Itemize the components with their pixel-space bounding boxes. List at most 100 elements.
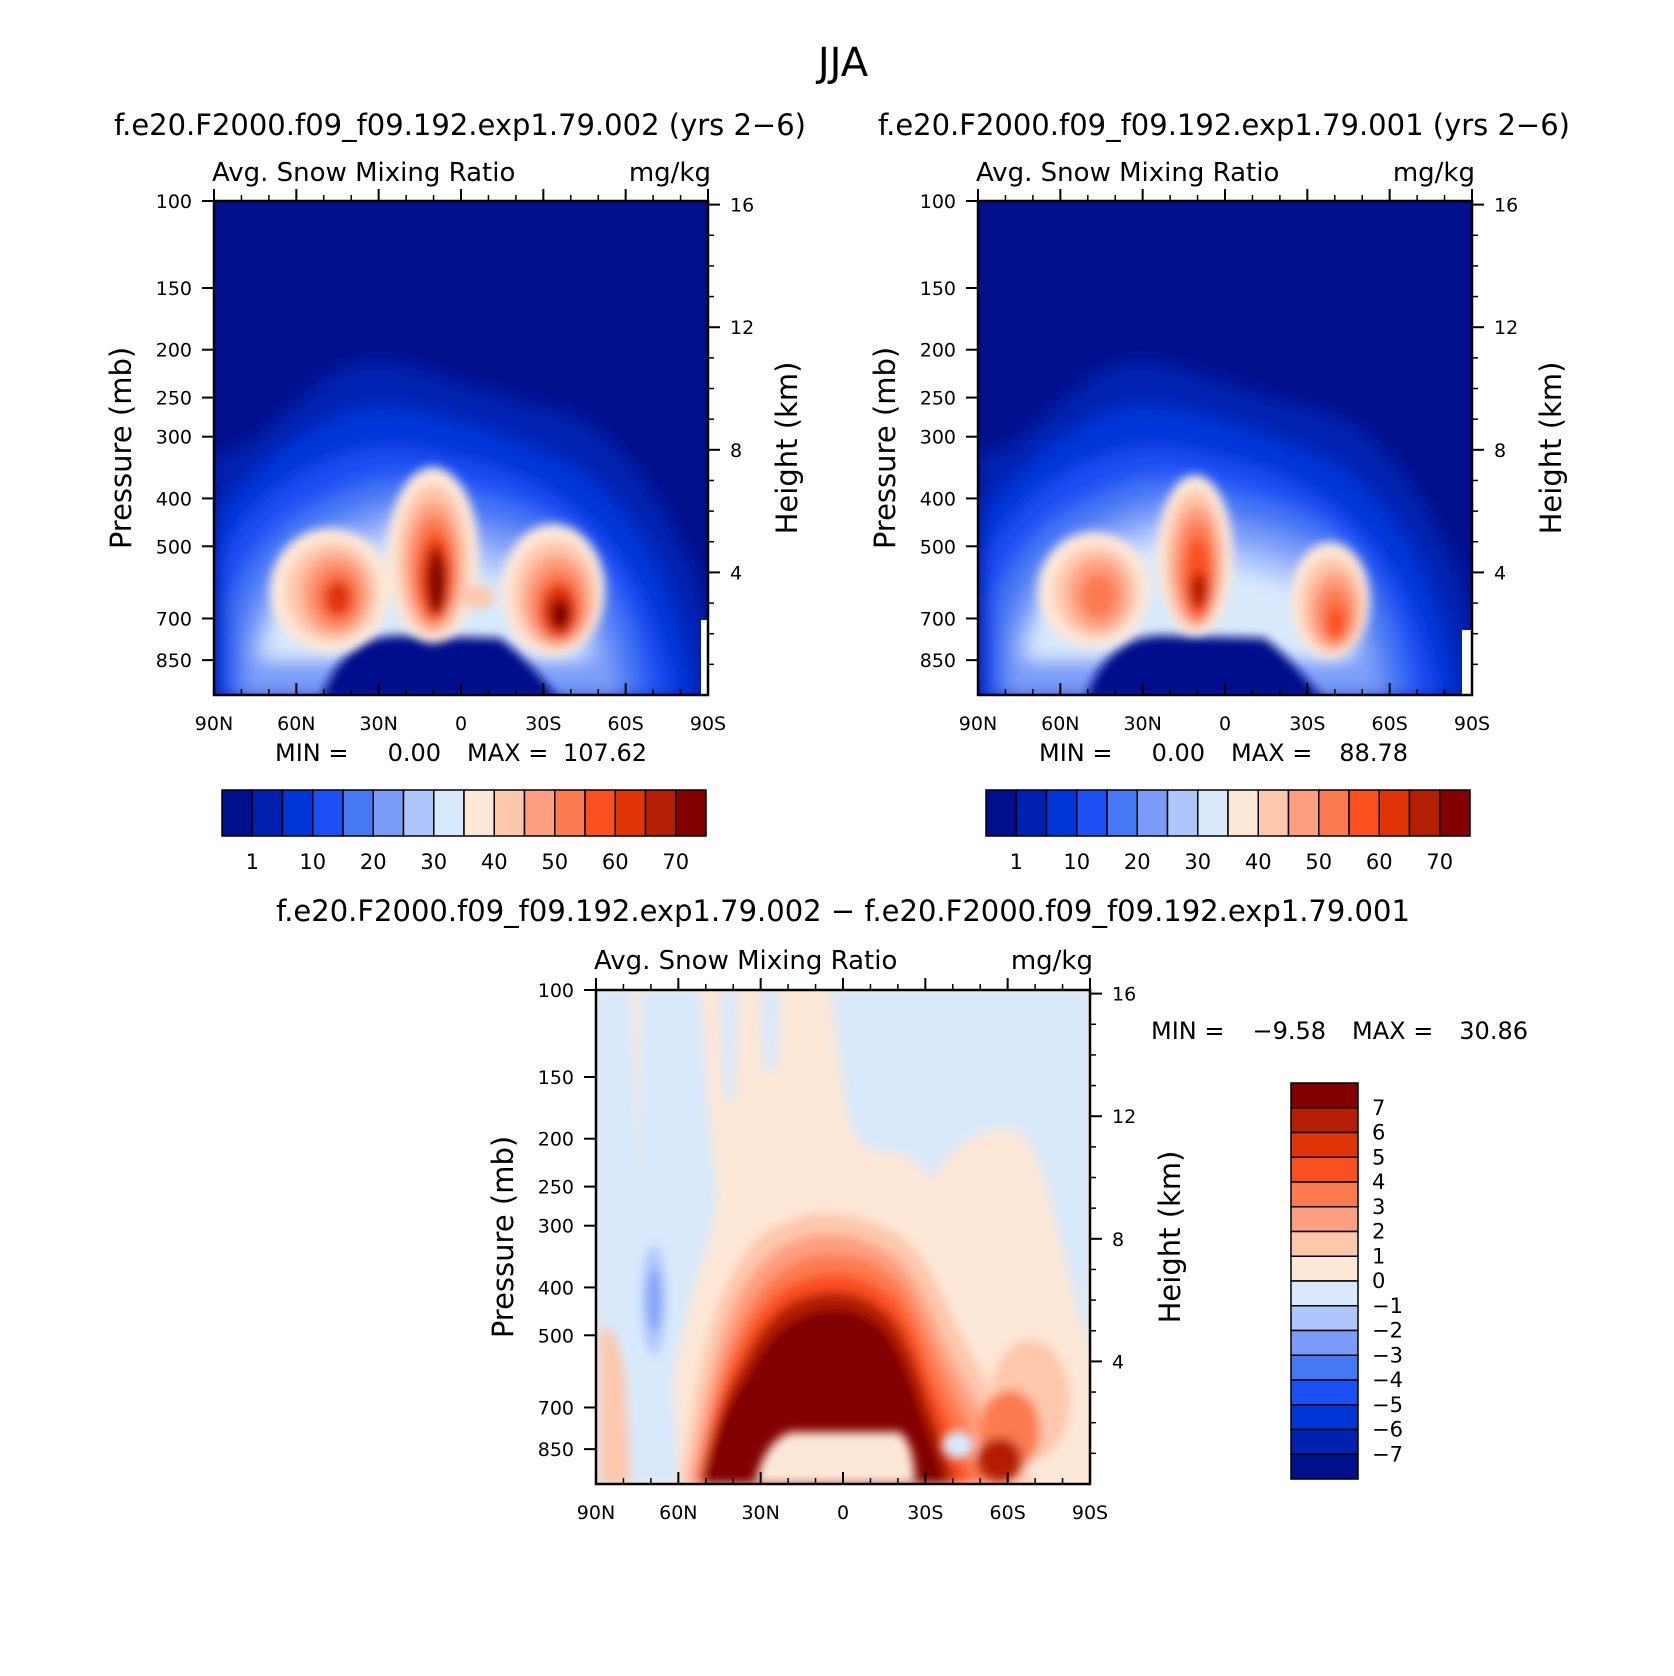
y-tick-label: 250 — [538, 1177, 574, 1199]
y-tick-label: 300 — [156, 427, 192, 449]
contour-level — [1081, 574, 1117, 618]
x-tick-label: 30N — [741, 1502, 779, 1524]
colorbar: 1 10 20 30 40 50 60 70 — [221, 789, 707, 874]
y2-tick-label: 4 — [1112, 1351, 1124, 1373]
colorbar-label: 6 — [1372, 1121, 1385, 1145]
x-tick-label: 30S — [907, 1502, 943, 1524]
contour-level — [550, 598, 570, 630]
low-level-dry-zone — [1087, 635, 1320, 695]
colorbar-swatch — [493, 789, 526, 837]
y-axis-label: Pressure (mb) — [104, 347, 138, 549]
y-tick-label: 300 — [538, 1216, 574, 1238]
x-tick-label: 30S — [525, 713, 561, 735]
min-label: MIN = — [275, 739, 348, 767]
x-tick-label: 60S — [608, 713, 644, 735]
y-tick-label: 100 — [156, 191, 192, 213]
figure-title: JJA — [815, 40, 869, 86]
colorbar-swatch — [1290, 1280, 1359, 1307]
x-tick-label: 30N — [359, 713, 397, 735]
colorbar-label: 70 — [1426, 850, 1453, 874]
y-tick-label: 250 — [920, 388, 956, 410]
colorbar-swatch — [433, 789, 465, 837]
y-tick-label: 850 — [156, 650, 192, 672]
colorbar-swatch — [1290, 1255, 1359, 1282]
contour-level — [830, 990, 1090, 1350]
y-tick-label: 400 — [538, 1277, 574, 1299]
y-tick-label: 700 — [538, 1397, 574, 1419]
colorbar-swatch — [985, 789, 1017, 837]
colorbar-label: −7 — [1372, 1442, 1403, 1466]
colorbar-label: −6 — [1372, 1418, 1403, 1442]
colorbar-swatch — [554, 789, 586, 837]
y-tick-label: 400 — [920, 488, 956, 510]
min-value: −9.58 — [1252, 1017, 1326, 1045]
colorbar-swatch — [1227, 789, 1259, 837]
colorbar-swatch — [1106, 789, 1138, 837]
y-tick-label: 850 — [538, 1439, 574, 1461]
contour-level — [1327, 606, 1345, 638]
contour-level — [720, 990, 738, 1100]
colorbar-swatch — [312, 789, 344, 837]
low-level-dry-zone — [323, 635, 556, 695]
colorbar-swatch — [1290, 1404, 1359, 1431]
colorbar-swatch — [402, 789, 435, 837]
x-tick-label: 0 — [837, 1502, 849, 1524]
y2-axis-label: Height (km) — [1153, 1151, 1187, 1324]
colorbar-label: −2 — [1372, 1319, 1403, 1343]
colorbar-swatch — [1166, 789, 1199, 837]
max-value: 88.78 — [1339, 739, 1408, 767]
contour-level — [1190, 572, 1208, 608]
y2-tick-label: 4 — [1494, 562, 1506, 584]
colorbar-swatch — [1076, 789, 1108, 837]
y-tick-label: 850 — [920, 650, 956, 672]
colorbar-label: 50 — [1305, 850, 1332, 874]
units-label: mg/kg — [1393, 158, 1475, 188]
y-tick-label: 150 — [920, 278, 956, 300]
colorbar-label: 60 — [1366, 850, 1393, 874]
y2-tick-label: 8 — [1494, 440, 1506, 462]
colorbar-swatch — [463, 789, 495, 837]
colorbar-swatch — [1348, 789, 1380, 837]
x-tick-label: 90N — [577, 1502, 615, 1524]
colorbar-swatch — [281, 789, 314, 837]
contour-field — [596, 990, 1090, 1484]
case-title: f.e20.F2000.f09_f09.192.exp1.79.001 (yrs… — [878, 108, 1570, 142]
contour-level — [755, 1432, 915, 1484]
y-tick-label: 500 — [156, 536, 192, 558]
contour-field — [978, 201, 1472, 695]
variable-label: Avg. Snow Mixing Ratio — [594, 946, 897, 976]
colorbar-label: 0 — [1372, 1269, 1385, 1293]
colorbar-swatch — [1290, 1156, 1359, 1183]
x-tick-label: 0 — [1219, 713, 1231, 735]
y2-tick-label: 12 — [1112, 1106, 1136, 1128]
y-tick-label: 700 — [920, 608, 956, 630]
colorbar: 1 10 20 30 40 50 60 70 — [985, 789, 1471, 874]
colorbar-label: 60 — [602, 850, 629, 874]
y2-axis-label: Height (km) — [1534, 362, 1568, 535]
y-tick-label: 150 — [156, 278, 192, 300]
y2-tick-label: 12 — [1494, 317, 1518, 339]
colorbar-label: 10 — [299, 850, 326, 874]
colorbar-label: −1 — [1372, 1294, 1403, 1318]
x-tick-label: 90S — [1454, 713, 1490, 735]
units-label: mg/kg — [1011, 946, 1093, 976]
colorbar-label: 1 — [1372, 1244, 1385, 1268]
colorbar-swatch — [644, 789, 677, 837]
x-tick-label: 0 — [455, 713, 467, 735]
units-label: mg/kg — [629, 158, 711, 188]
y2-tick-label: 16 — [730, 195, 754, 217]
y2-axis-label: Height (km) — [770, 362, 804, 535]
contour-level — [978, 1438, 1022, 1482]
colorbar-swatch — [1290, 1354, 1359, 1381]
y-tick-label: 500 — [920, 536, 956, 558]
case-title: f.e20.F2000.f09_f09.192.exp1.79.002 − f.… — [276, 894, 1410, 928]
x-tick-label: 30S — [1289, 713, 1325, 735]
colorbar-swatch — [1290, 1428, 1359, 1455]
colorbar-swatch — [1290, 1206, 1359, 1233]
contour-level — [942, 1431, 974, 1459]
x-tick-label: 60N — [659, 1502, 697, 1524]
colorbar-swatch — [1045, 789, 1078, 837]
colorbar-swatch — [221, 789, 253, 837]
colorbar-swatch — [1257, 789, 1290, 837]
